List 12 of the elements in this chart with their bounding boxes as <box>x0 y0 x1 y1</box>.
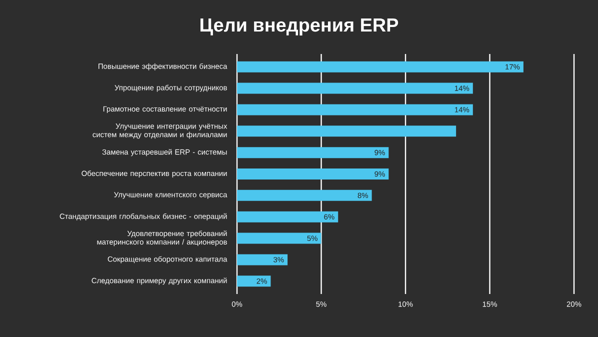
bar <box>237 168 389 180</box>
bar <box>237 190 372 201</box>
bar <box>237 211 338 222</box>
bar <box>237 61 524 72</box>
bar <box>237 82 473 94</box>
chart-title: Цели внедрения ERP <box>200 18 398 36</box>
bar <box>237 126 456 137</box>
bar <box>237 232 322 244</box>
bar <box>237 147 389 158</box>
bar <box>237 104 473 116</box>
bar <box>237 276 271 287</box>
bar <box>237 254 288 266</box>
